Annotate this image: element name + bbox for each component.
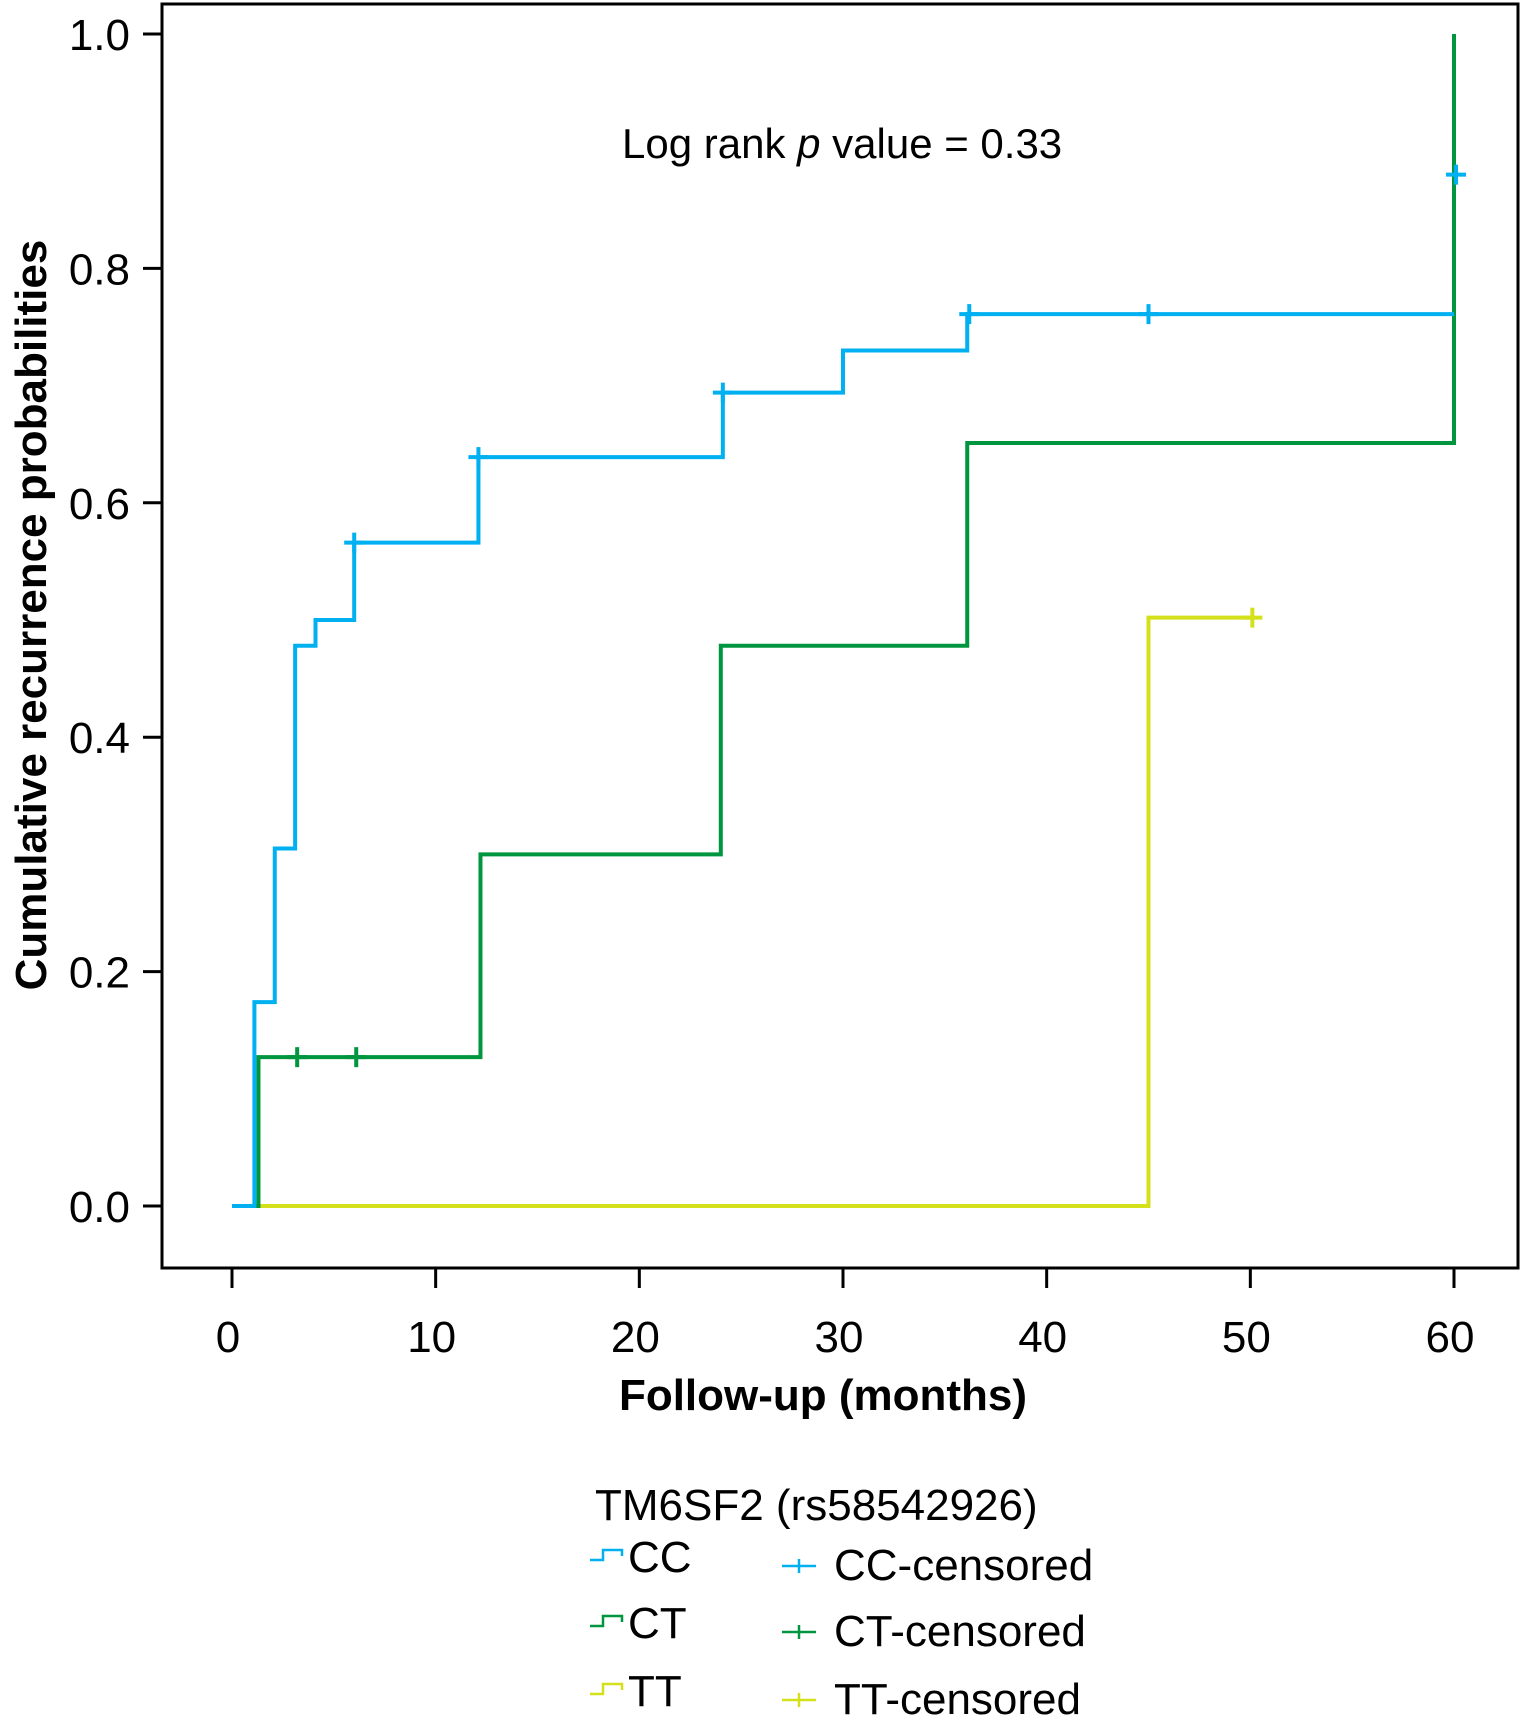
legend-item-ct-censored: CT-censored: [782, 1607, 1086, 1656]
annotation-p: p: [795, 120, 820, 167]
legend-item-cc-censored: CC-censored: [782, 1541, 1093, 1590]
censor-mark-cc: [959, 304, 980, 325]
legend-censored-label: CT-censored: [834, 1607, 1086, 1656]
censor-mark-tt: [1242, 607, 1263, 628]
x-axis-title: Follow-up (months): [619, 1371, 1027, 1420]
legend-item-tt: TT: [590, 1667, 682, 1716]
km-curve-ct: [232, 34, 1456, 1208]
y-tick-label: 0.6: [69, 480, 130, 529]
series-tt: [232, 607, 1263, 1208]
censor-mark-cc: [468, 447, 489, 468]
legend-step-icon: [590, 1614, 624, 1628]
x-tick-label: 10: [407, 1313, 456, 1362]
plot-frame: [160, 2, 1520, 1270]
series-ct: [232, 34, 1456, 1208]
legend-title: TM6SF2 (rs58542926): [595, 1481, 1038, 1530]
legend: TM6SF2 (rs58542926) CC CC-censored CT CT-ce…: [590, 1481, 1093, 1724]
x-axis: 0 10 20 30 40 50 60: [216, 1268, 1475, 1362]
y-tick-label: 1.0: [69, 11, 130, 60]
legend-step-icon: [590, 1548, 624, 1562]
y-axis-title: Cumulative recurrence probabilities: [7, 240, 56, 991]
censor-mark-ct: [346, 1047, 367, 1068]
x-tick-label: 0: [216, 1313, 240, 1362]
censor-mark-cc: [344, 532, 365, 553]
y-axis: 0.0 0.2 0.4 0.6 0.8 1.0: [69, 11, 162, 1232]
x-tick-label: 40: [1018, 1313, 1067, 1362]
censor-mark-cc: [1446, 164, 1467, 185]
series-cc: [232, 164, 1467, 1208]
legend-item-tt-censored: TT-censored: [782, 1675, 1081, 1724]
censor-mark-cc: [1138, 304, 1159, 325]
annotation-prefix: Log rank: [622, 120, 797, 167]
legend-label: CC: [628, 1533, 692, 1582]
x-tick-label: 30: [815, 1313, 864, 1362]
y-tick-label: 0.2: [69, 949, 130, 998]
legend-label: TT: [628, 1667, 682, 1716]
y-tick-label: 0.8: [69, 245, 130, 294]
y-tick-label: 0.4: [69, 714, 130, 763]
legend-step-icon: [590, 1682, 624, 1696]
censor-mark-ct: [287, 1047, 308, 1068]
km-curve-cc: [232, 312, 1454, 1208]
legend-item-cc: CC: [590, 1533, 692, 1582]
x-tick-label: 60: [1426, 1313, 1475, 1362]
km-curve-tt: [232, 615, 1253, 1208]
legend-censored-label: CC-censored: [834, 1541, 1093, 1590]
legend-censored-label: TT-censored: [834, 1675, 1081, 1724]
censor-mark-cc: [712, 382, 733, 403]
x-tick-label: 20: [611, 1313, 660, 1362]
annotation-logrank: Log rank p value = 0.33: [622, 120, 1062, 167]
legend-item-ct: CT: [590, 1599, 687, 1648]
legend-label: CT: [628, 1599, 687, 1648]
annotation-suffix: value = 0.33: [820, 120, 1062, 167]
x-tick-label: 50: [1222, 1313, 1271, 1362]
y-tick-label: 0.0: [69, 1183, 130, 1232]
series-layer: [232, 34, 1467, 1208]
